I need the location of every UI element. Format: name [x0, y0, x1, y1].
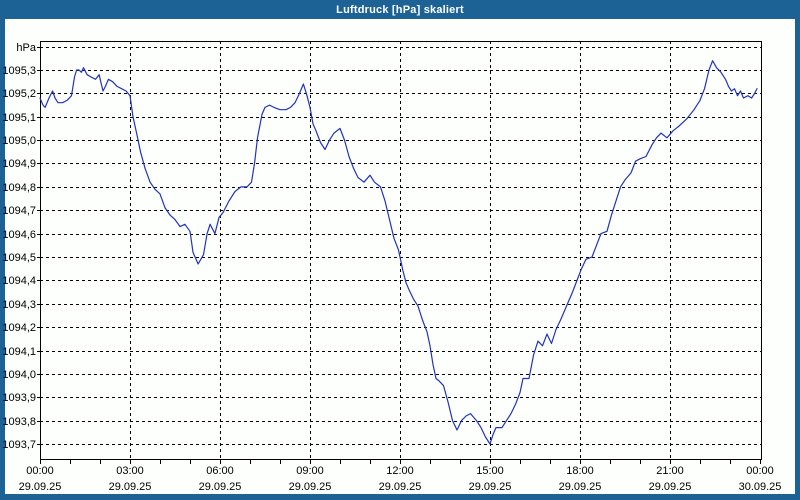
svg-text:1095,0: 1095,0 — [2, 135, 36, 147]
svg-text:29.09.25: 29.09.25 — [109, 481, 152, 493]
svg-text:29.09.25: 29.09.25 — [19, 481, 62, 493]
svg-text:06:00: 06:00 — [206, 465, 234, 477]
svg-text:1095,1: 1095,1 — [2, 112, 36, 124]
svg-text:1094,0: 1094,0 — [2, 369, 36, 381]
svg-text:29.09.25: 29.09.25 — [649, 481, 692, 493]
svg-text:29.09.25: 29.09.25 — [469, 481, 512, 493]
svg-text:00:00: 00:00 — [746, 465, 774, 477]
svg-text:29.09.25: 29.09.25 — [199, 481, 242, 493]
svg-text:1094,8: 1094,8 — [2, 182, 36, 194]
svg-text:1093,7: 1093,7 — [2, 439, 36, 451]
svg-text:1093,8: 1093,8 — [2, 416, 36, 428]
svg-text:1094,4: 1094,4 — [2, 275, 36, 287]
svg-text:30.09.25: 30.09.25 — [739, 481, 782, 493]
svg-text:1094,1: 1094,1 — [2, 346, 36, 358]
svg-text:1095,3: 1095,3 — [2, 65, 36, 77]
svg-text:1094,7: 1094,7 — [2, 205, 36, 217]
chart-title: Luftdruck [hPa] skaliert — [336, 3, 464, 16]
svg-text:1094,2: 1094,2 — [2, 322, 36, 334]
y-tick-labels: hPa 1095,3 1095,2 1095,1 1095,0 1094,9 1094,8 1… — [2, 42, 37, 451]
svg-text:03:00: 03:00 — [116, 465, 144, 477]
svg-text:1094,3: 1094,3 — [2, 299, 36, 311]
svg-text:1095,2: 1095,2 — [2, 88, 36, 100]
svg-text:09:00: 09:00 — [296, 465, 324, 477]
svg-text:12:00: 12:00 — [386, 465, 414, 477]
svg-text:29.09.25: 29.09.25 — [379, 481, 422, 493]
svg-text:00:00: 00:00 — [26, 465, 54, 477]
x-grid — [130, 41, 671, 459]
svg-text:15:00: 15:00 — [476, 465, 504, 477]
svg-text:1094,5: 1094,5 — [2, 252, 36, 264]
window-title-bar: Luftdruck [hPa] skaliert — [0, 0, 800, 19]
svg-text:1094,9: 1094,9 — [2, 158, 36, 170]
svg-text:1093,9: 1093,9 — [2, 392, 36, 404]
x-tick-labels: 00:00 29.09.25 03:00 29.09.25 06:00 29.09.25 0… — [19, 465, 782, 493]
svg-text:21:00: 21:00 — [656, 465, 684, 477]
svg-text:29.09.25: 29.09.25 — [559, 481, 602, 493]
svg-text:18:00: 18:00 — [566, 465, 594, 477]
plot-border — [40, 41, 762, 460]
x-minor-ticks — [40, 459, 761, 464]
pressure-line — [39, 60, 758, 445]
svg-text:1094,6: 1094,6 — [2, 229, 36, 241]
svg-text:hPa: hPa — [16, 42, 36, 54]
svg-text:29.09.25: 29.09.25 — [289, 481, 332, 493]
